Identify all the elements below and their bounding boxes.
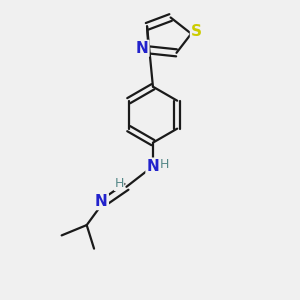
Text: N: N xyxy=(136,41,148,56)
Text: N: N xyxy=(95,194,108,209)
Text: S: S xyxy=(191,24,202,39)
Text: H: H xyxy=(114,177,124,190)
Text: H: H xyxy=(160,158,169,171)
Text: N: N xyxy=(147,159,159,174)
